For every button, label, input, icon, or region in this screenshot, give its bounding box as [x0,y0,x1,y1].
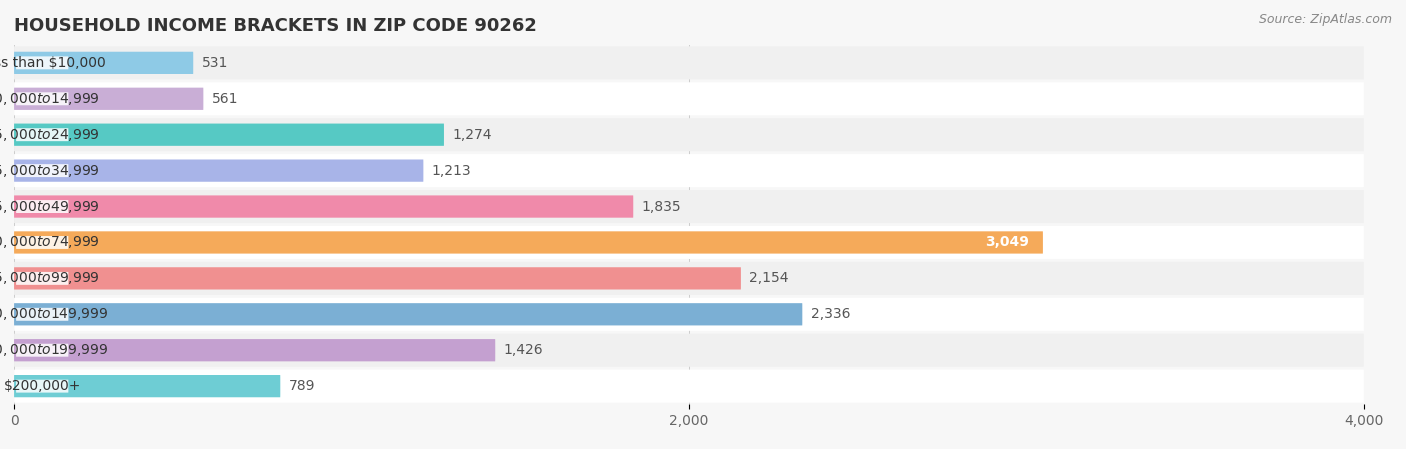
Text: $15,000 to $24,999: $15,000 to $24,999 [0,127,100,143]
FancyBboxPatch shape [15,164,69,177]
Text: 531: 531 [201,56,228,70]
Text: $25,000 to $34,999: $25,000 to $34,999 [0,163,100,179]
Text: HOUSEHOLD INCOME BRACKETS IN ZIP CODE 90262: HOUSEHOLD INCOME BRACKETS IN ZIP CODE 90… [14,17,537,35]
Text: $35,000 to $49,999: $35,000 to $49,999 [0,198,100,215]
FancyBboxPatch shape [14,159,423,182]
FancyBboxPatch shape [15,380,69,392]
Text: $150,000 to $199,999: $150,000 to $199,999 [0,342,108,358]
Text: $10,000 to $14,999: $10,000 to $14,999 [0,91,100,107]
FancyBboxPatch shape [15,92,69,105]
FancyBboxPatch shape [15,344,69,357]
FancyBboxPatch shape [15,272,69,285]
Text: 789: 789 [288,379,315,393]
FancyBboxPatch shape [15,57,69,69]
Text: Source: ZipAtlas.com: Source: ZipAtlas.com [1258,13,1392,26]
FancyBboxPatch shape [14,226,1364,259]
FancyBboxPatch shape [14,267,741,290]
FancyBboxPatch shape [14,154,1364,187]
FancyBboxPatch shape [14,195,633,218]
Text: 2,154: 2,154 [749,271,789,286]
FancyBboxPatch shape [14,370,1364,403]
FancyBboxPatch shape [14,334,1364,367]
Text: $75,000 to $99,999: $75,000 to $99,999 [0,270,100,286]
Text: 2,336: 2,336 [811,307,851,321]
Text: 561: 561 [212,92,238,106]
FancyBboxPatch shape [14,190,1364,223]
Text: $100,000 to $149,999: $100,000 to $149,999 [0,306,108,322]
FancyBboxPatch shape [14,82,1364,115]
FancyBboxPatch shape [14,231,1043,254]
FancyBboxPatch shape [15,128,69,141]
FancyBboxPatch shape [14,46,1364,79]
FancyBboxPatch shape [14,298,1364,331]
FancyBboxPatch shape [15,236,69,249]
FancyBboxPatch shape [14,375,280,397]
Text: $50,000 to $74,999: $50,000 to $74,999 [0,234,100,251]
FancyBboxPatch shape [14,88,204,110]
Text: 3,049: 3,049 [986,235,1029,250]
Text: $200,000+: $200,000+ [4,379,82,393]
Text: 1,835: 1,835 [641,199,682,214]
Text: Less than $10,000: Less than $10,000 [0,56,105,70]
FancyBboxPatch shape [14,123,444,146]
FancyBboxPatch shape [14,303,803,326]
FancyBboxPatch shape [14,339,495,361]
FancyBboxPatch shape [14,52,193,74]
FancyBboxPatch shape [14,118,1364,151]
FancyBboxPatch shape [15,200,69,213]
FancyBboxPatch shape [14,262,1364,295]
FancyBboxPatch shape [15,308,69,321]
Text: 1,274: 1,274 [453,128,492,142]
Text: 1,426: 1,426 [503,343,543,357]
Text: 1,213: 1,213 [432,163,471,178]
